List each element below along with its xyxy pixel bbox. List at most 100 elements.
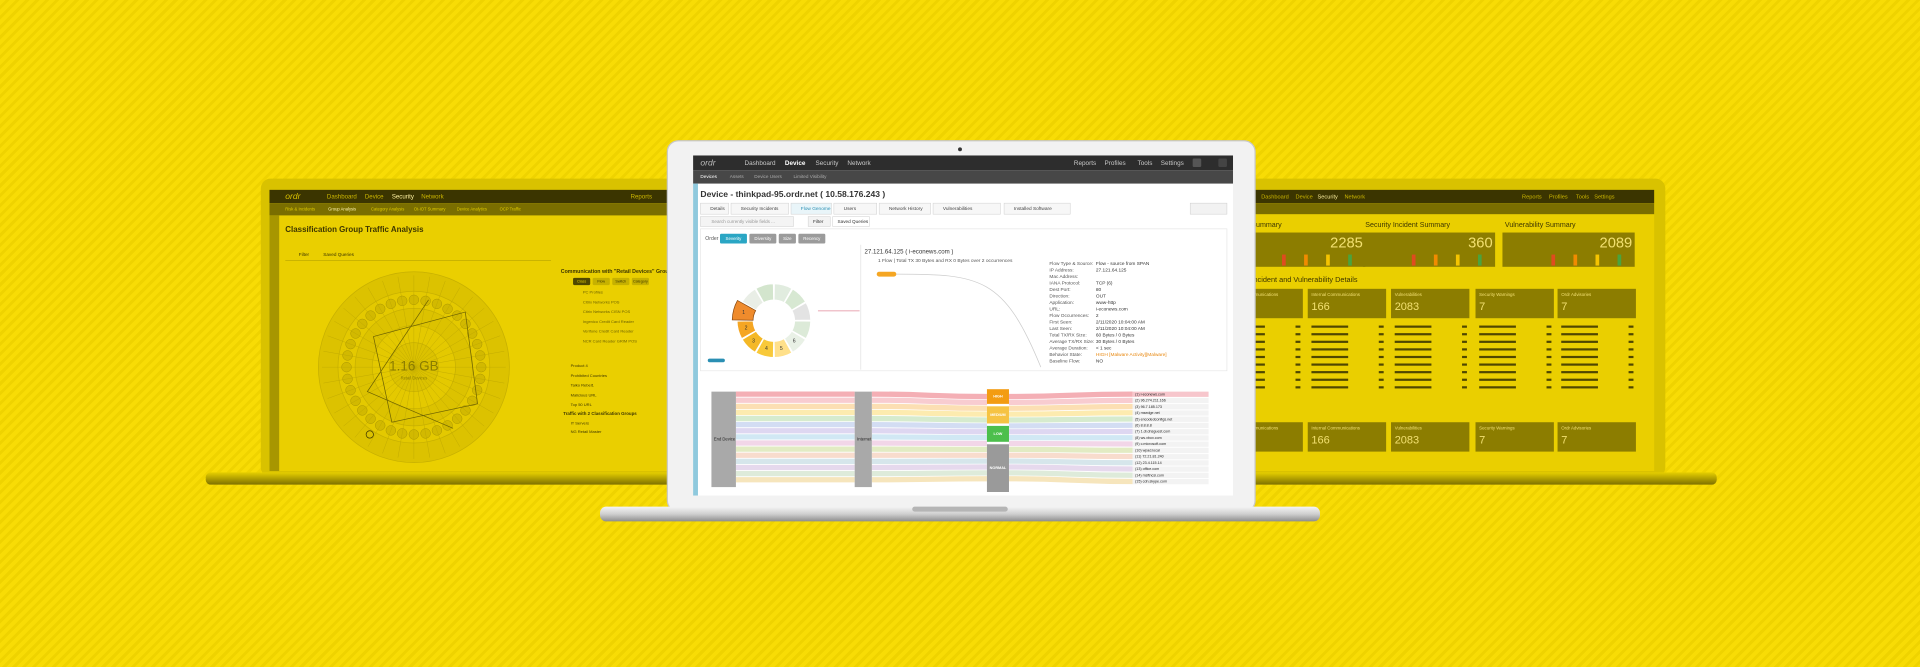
detail-value: 2/11/2020 10:04:00 AM <box>1096 319 1145 325</box>
nav-icon <box>1192 158 1202 168</box>
tile-row <box>1394 340 1432 343</box>
tab-label: Flow Genome <box>801 206 831 212</box>
group-title: Traffic with 2 Classification Groups <box>563 411 637 416</box>
tile-row <box>1248 348 1265 351</box>
donut-label: 2 <box>745 325 748 331</box>
detail-value: 27.121.64.125 <box>1096 267 1127 273</box>
sub-item: NG Retail Master <box>571 429 602 434</box>
tile-row-count <box>1295 348 1301 351</box>
tile-row <box>1561 363 1598 366</box>
sub-nav-item: Risk & Incidents <box>285 206 315 211</box>
tile-row-count <box>1628 371 1634 374</box>
sub-nav <box>693 170 1234 184</box>
nav-item: Dashboard <box>327 194 357 201</box>
tile-title: Ordr Advisories <box>1561 426 1592 431</box>
tile-row <box>1561 348 1598 351</box>
right-screen: Dashboard Device Security Network Reports Pro… <box>1236 189 1655 472</box>
tile-row <box>1248 378 1265 381</box>
risk-bar <box>1348 254 1352 266</box>
order-button-label: Recency <box>803 236 821 241</box>
sankey-right-label: (4) msedge.net <box>1135 411 1160 415</box>
filter-tab-label: Filter <box>299 252 310 257</box>
tile-row-count <box>1378 386 1384 389</box>
tile-row-count <box>1462 371 1467 374</box>
tile-row <box>1248 355 1265 359</box>
order-button <box>778 233 796 244</box>
tile-row-count <box>1295 355 1301 359</box>
nav-item: Network <box>421 194 444 201</box>
page-title: Classification Group Traffic Analysis <box>285 225 424 234</box>
tile-row-count <box>1628 348 1634 351</box>
sankey-right-label: (3) 96.7.185.173 <box>1135 405 1162 409</box>
tile-row <box>1561 340 1598 343</box>
tile-row-count <box>1546 333 1552 336</box>
tile-row-count <box>1378 371 1384 374</box>
tile-row <box>1248 371 1265 374</box>
tile-row-count <box>1378 355 1384 359</box>
flow-title: 27.121.64.125 ( i-econews.com ) <box>864 249 953 256</box>
risk-bar <box>1304 254 1308 266</box>
sankey-node-right <box>1132 422 1209 429</box>
tile-row-count <box>1378 325 1384 328</box>
tile <box>1557 422 1636 452</box>
donut-label: 5 <box>780 346 783 352</box>
tile-row <box>1561 371 1598 374</box>
tile-row <box>1311 386 1349 389</box>
radial-spoke <box>367 367 415 447</box>
sankey-right-label: (6) 8.8.8.8 <box>1135 424 1152 428</box>
tile-row <box>1394 348 1432 351</box>
sankey-node-right <box>1132 441 1209 447</box>
tile <box>1248 422 1303 452</box>
sankey-band <box>735 458 1133 466</box>
sankey-right-label: (11) 72.21.81.240 <box>1135 455 1164 459</box>
tile-row <box>1479 378 1516 381</box>
tile-row <box>1479 355 1516 359</box>
radial-spoke <box>413 335 501 368</box>
radial-spoke <box>413 280 446 368</box>
radial-spoke <box>382 367 415 454</box>
center-notch <box>912 506 1008 512</box>
sankey-band <box>735 464 1133 472</box>
tile-row-count <box>1546 386 1552 389</box>
tile-row-count <box>1628 355 1634 359</box>
tile-row-count <box>1295 325 1301 328</box>
tile-row <box>1248 325 1265 328</box>
top-nav <box>269 189 686 204</box>
tile-value: 2083 <box>1395 434 1419 446</box>
risk-bar <box>1282 254 1286 266</box>
tile <box>1248 288 1303 319</box>
tool-buttons <box>1189 202 1228 215</box>
sub-nav-item: Devices <box>700 174 717 179</box>
risk-bar <box>1595 254 1600 266</box>
tile-row-count <box>1462 386 1467 389</box>
tile-row-count <box>1628 378 1634 381</box>
radial-spoke <box>413 321 494 368</box>
severity-label: LOW <box>994 432 1003 436</box>
nav-item: Network <box>1344 195 1365 201</box>
risk-bar <box>1433 254 1438 266</box>
tile-row-count <box>1378 363 1384 366</box>
tile-row-count <box>1546 340 1552 343</box>
tile-row <box>1311 325 1349 328</box>
tab-label: Installed Software <box>1014 206 1052 212</box>
radial-spoke <box>327 335 414 368</box>
radial-spoke <box>343 308 414 368</box>
donut-segment <box>741 330 764 353</box>
detail-label: URL: <box>1049 306 1060 312</box>
tile-row <box>1394 363 1432 366</box>
radial-spoke <box>354 296 415 368</box>
scroll-pill <box>707 358 725 363</box>
tile-row-count <box>1462 378 1467 381</box>
tile-row <box>1248 386 1265 389</box>
card-title: Vulnerability Summary <box>1505 221 1576 229</box>
tile-value: 166 <box>1311 434 1329 446</box>
card-title: Risk Summary <box>1236 221 1283 229</box>
sankey-right-label: (8) ws.xbox.com <box>1135 436 1162 440</box>
tile <box>1557 288 1636 319</box>
nav-right-item: Settings <box>1594 195 1615 201</box>
center-base <box>600 506 1320 522</box>
group-item: Product 4 <box>571 363 589 368</box>
filter-tab <box>807 216 831 227</box>
donut-segment <box>755 338 774 358</box>
